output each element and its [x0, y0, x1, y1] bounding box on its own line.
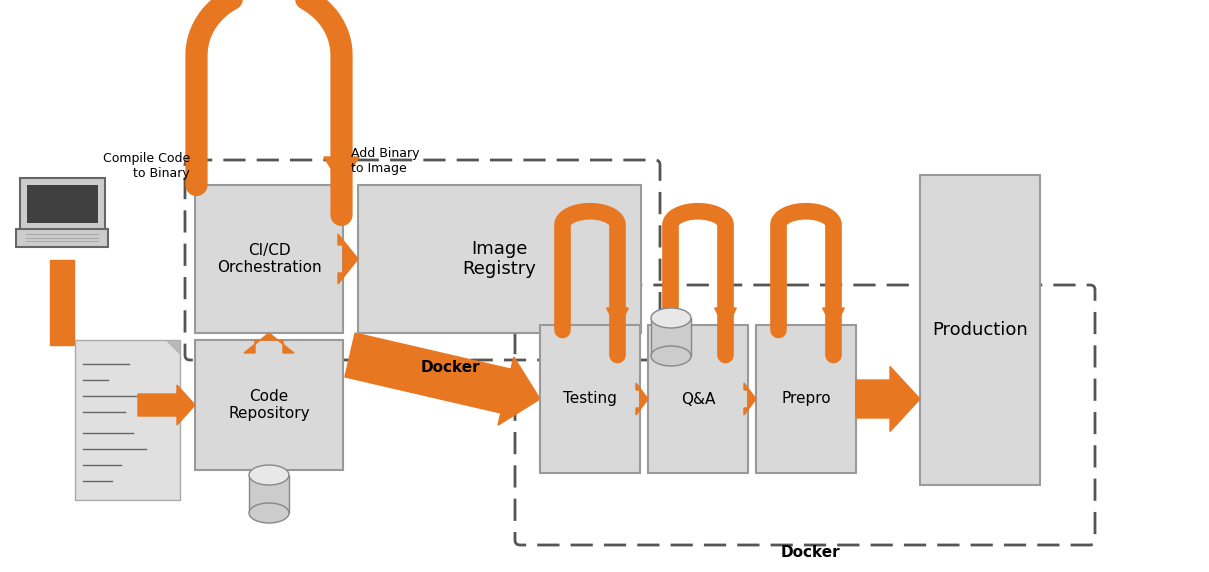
Text: Testing: Testing	[563, 391, 617, 407]
FancyBboxPatch shape	[195, 340, 343, 470]
Ellipse shape	[650, 346, 692, 366]
Text: Image
Registry: Image Registry	[463, 240, 537, 279]
Polygon shape	[138, 385, 195, 425]
FancyBboxPatch shape	[920, 175, 1040, 485]
FancyBboxPatch shape	[540, 325, 640, 473]
Text: Docker: Docker	[421, 360, 480, 375]
Polygon shape	[856, 367, 920, 431]
FancyBboxPatch shape	[27, 185, 98, 223]
FancyBboxPatch shape	[650, 318, 692, 356]
Polygon shape	[50, 260, 74, 345]
FancyBboxPatch shape	[75, 340, 180, 500]
Polygon shape	[607, 308, 629, 355]
Polygon shape	[744, 383, 756, 415]
Text: CI/CD
Orchestration: CI/CD Orchestration	[216, 243, 322, 275]
FancyBboxPatch shape	[756, 325, 856, 473]
Text: Docker: Docker	[780, 545, 840, 560]
Ellipse shape	[249, 465, 289, 485]
Polygon shape	[339, 234, 358, 284]
Ellipse shape	[249, 503, 289, 523]
FancyBboxPatch shape	[19, 178, 104, 230]
Text: Q&A: Q&A	[681, 391, 716, 407]
FancyBboxPatch shape	[358, 185, 641, 333]
Ellipse shape	[650, 308, 692, 328]
Polygon shape	[324, 157, 359, 215]
FancyBboxPatch shape	[249, 475, 289, 513]
Text: Code
Repository: Code Repository	[229, 389, 310, 421]
Polygon shape	[715, 308, 736, 355]
FancyBboxPatch shape	[195, 185, 343, 333]
FancyBboxPatch shape	[16, 229, 108, 247]
Polygon shape	[345, 333, 540, 425]
Polygon shape	[636, 383, 648, 415]
Polygon shape	[244, 333, 294, 353]
Text: Production: Production	[932, 321, 1028, 339]
Polygon shape	[822, 308, 844, 355]
Text: Add Binary
to Image: Add Binary to Image	[351, 147, 420, 175]
Text: Compile Code
to Binary: Compile Code to Binary	[103, 152, 190, 180]
Text: Prepro: Prepro	[781, 391, 831, 407]
FancyBboxPatch shape	[648, 325, 748, 473]
Polygon shape	[166, 340, 180, 354]
